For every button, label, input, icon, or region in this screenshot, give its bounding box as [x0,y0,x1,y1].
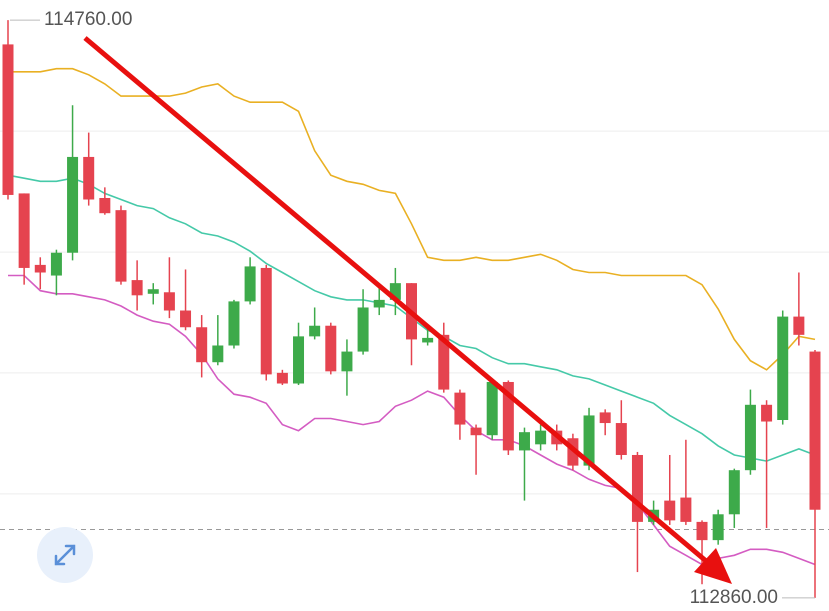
candle-body [744,404,756,471]
lower-band [8,274,816,566]
candle-body [2,44,14,195]
candle-body [470,427,482,436]
candle-body [115,210,127,282]
candle-body [809,351,821,510]
candle-body [712,514,724,541]
candle-body [357,307,369,352]
arrow-head [694,548,732,584]
candle-body [373,299,385,308]
candle-body [309,325,321,337]
candle-body [389,283,401,300]
candle-body [228,301,240,346]
candle-body [615,423,627,455]
expand-icon[interactable] [54,544,76,566]
candle-body [502,381,514,451]
candle-body [67,156,79,253]
candle-body [341,351,353,372]
candle-body [244,266,256,302]
candle-body [325,325,337,372]
candle-body [583,415,595,466]
candle-body [293,336,305,384]
candle-body [18,193,30,268]
candle-body [147,289,159,294]
upper-band [8,67,816,371]
candle-body [163,292,175,311]
candle-body [535,430,547,445]
candle-body [212,345,224,363]
candle-body [680,497,692,522]
candle-body [34,264,46,273]
candle-body [83,156,95,200]
candle-body [180,310,192,328]
candle-body [196,327,208,363]
candle-body [131,280,143,296]
candle-body [518,432,530,451]
candles [2,20,821,598]
candle-body [777,316,789,421]
candle-body [664,500,676,521]
candle-body [99,197,111,214]
grid [0,130,829,530]
candle-body [454,392,466,425]
candle-body [422,337,434,343]
candle-body [260,267,272,375]
candle-body [486,381,498,436]
candle-body [696,521,708,541]
arrow-shaft [83,36,714,568]
min-label: 112860.00 [690,587,778,608]
labels: 114760.00 112860.00 [10,9,815,608]
candle-body [276,372,288,384]
candle-body [793,316,805,335]
candle-body [631,454,643,522]
candle-body [761,404,773,422]
candle-body [50,252,62,276]
trend-arrow [83,36,732,584]
candle-body [438,334,450,390]
candle-body [599,412,611,424]
expand-button[interactable] [37,527,93,583]
candle-body [728,470,740,515]
max-label: 114760.00 [44,9,132,30]
